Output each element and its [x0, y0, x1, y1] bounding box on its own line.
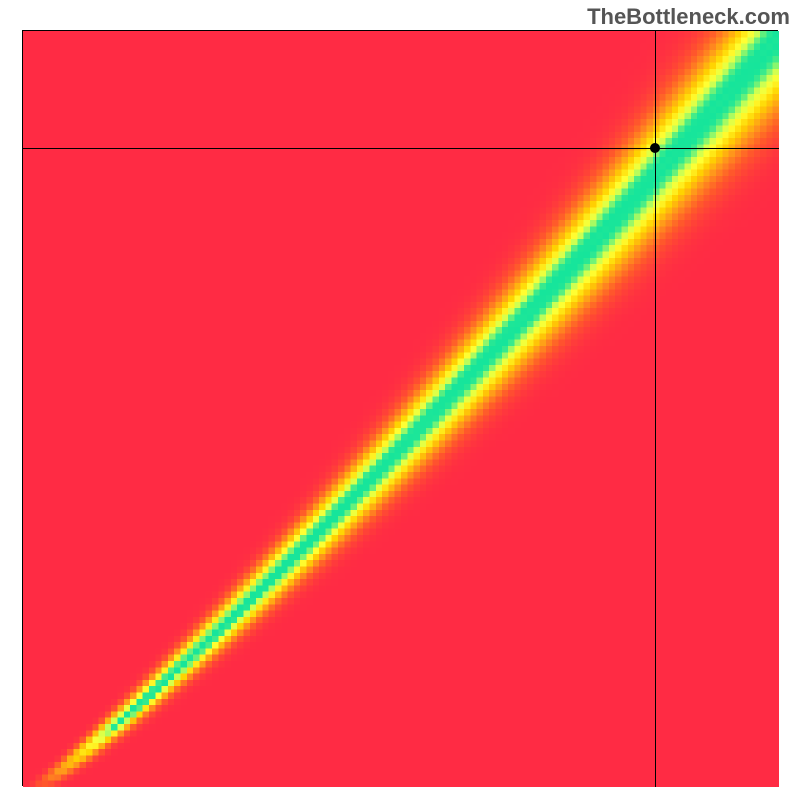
- watermark-text: TheBottleneck.com: [587, 4, 790, 30]
- heatmap-canvas: [23, 31, 779, 787]
- chart-container: TheBottleneck.com: [0, 0, 800, 800]
- plot-frame: [22, 30, 778, 786]
